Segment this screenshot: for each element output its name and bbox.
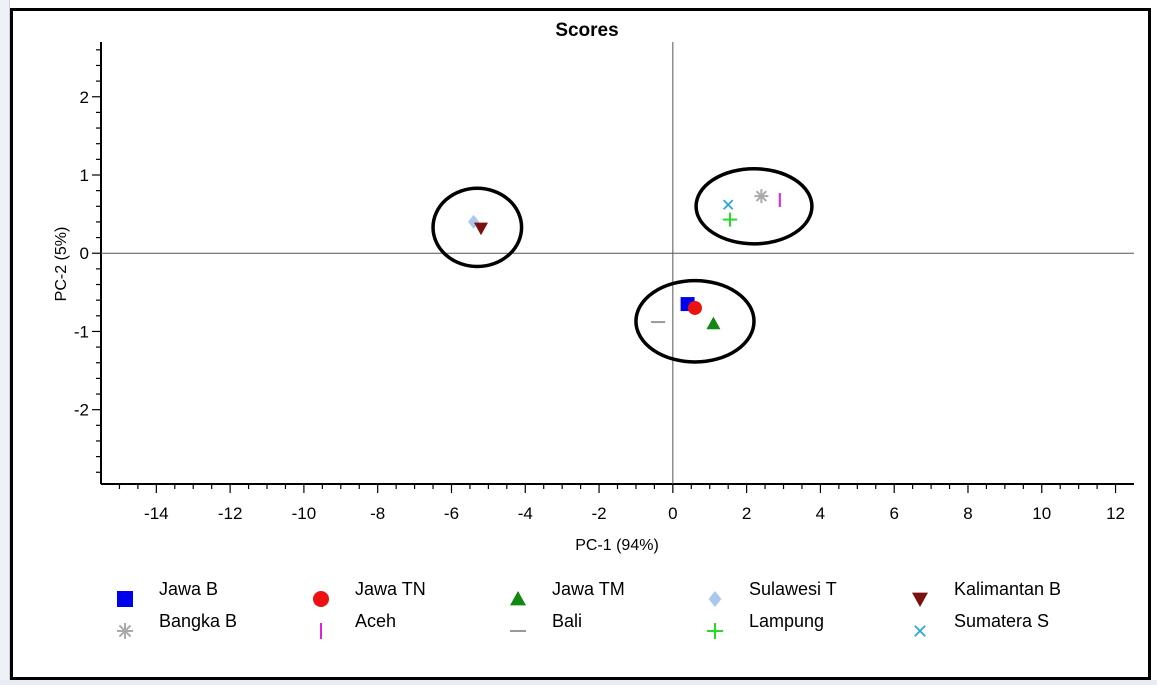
window-left-edge — [0, 0, 10, 685]
chart-frame — [10, 8, 1151, 680]
x-tick-label: -4 — [518, 504, 533, 523]
legend-label-bali: Bali — [552, 611, 582, 631]
x-tick-label: -10 — [292, 504, 317, 523]
legend-label-jawa-tn: Jawa TN — [355, 579, 426, 599]
point-sumatera-s — [722, 199, 734, 210]
axes — [92, 42, 1134, 493]
annotation-ellipse-3 — [694, 166, 814, 246]
legend-label-sulawesi-t: Sulawesi T — [749, 579, 837, 599]
legend-label-sumatera-s: Sumatera S — [954, 611, 1049, 631]
annotation-ellipse-1 — [431, 186, 524, 269]
legend-label-kalimantan-b: Kalimantan B — [954, 579, 1061, 599]
x-tick-label: 4 — [816, 504, 825, 523]
legend-marker-jawa-b — [117, 591, 133, 607]
y-tick-label: 2 — [80, 88, 89, 107]
x-tick-label: 6 — [889, 504, 898, 523]
x-axis-label: PC-1 (94%) — [575, 537, 659, 554]
y-tick-label: 0 — [80, 244, 89, 263]
legend-marker-sumatera-s — [914, 625, 926, 637]
legend-marker-kalimantan-b — [912, 592, 928, 607]
point-kalimantan-b — [473, 222, 488, 236]
x-tick-label: 12 — [1106, 504, 1125, 523]
annotation-ellipse-2 — [634, 278, 756, 364]
point-bangka-b — [754, 189, 769, 204]
legend-label-lampung: Lampung — [749, 611, 824, 631]
window-bottom-edge — [0, 680, 1157, 685]
y-tick-label: -1 — [74, 322, 89, 341]
x-tick-label: 0 — [668, 504, 677, 523]
legend-marker-jawa-tm — [510, 591, 526, 606]
point-jawa-tm — [706, 316, 721, 330]
annotation-ellipses — [431, 166, 814, 364]
legend-label-jawa-tm: Jawa TM — [552, 579, 625, 599]
legend-marker-sulawesi-t — [708, 591, 722, 607]
x-tick-label: 8 — [963, 504, 972, 523]
legend-marker-bangka-b — [117, 623, 133, 639]
legend: Jawa B Jawa TN Jawa TM Sulawesi T Kalimantan… — [117, 579, 1061, 639]
point-lampung — [723, 212, 738, 227]
y-tick-label: -2 — [74, 401, 89, 420]
data-points — [468, 189, 781, 330]
legend-label-aceh: Aceh — [355, 611, 396, 631]
legend-label-jawa-b: Jawa B — [159, 579, 218, 599]
x-tick-label: -8 — [370, 504, 385, 523]
legend-marker-lampung — [707, 623, 723, 639]
chart-title: Scores — [555, 20, 618, 41]
x-tick-label: 10 — [1032, 504, 1051, 523]
legend-label-bangka-b: Bangka B — [159, 611, 237, 631]
y-axis-label: PC-2 (5%) — [53, 227, 70, 302]
x-tick-label: -14 — [144, 504, 169, 523]
x-tick-label: 2 — [742, 504, 751, 523]
point-jawa-tn — [687, 300, 702, 315]
x-tick-label: -12 — [218, 504, 243, 523]
y-tick-label: 1 — [80, 166, 89, 185]
x-tick-label: -6 — [444, 504, 459, 523]
legend-marker-jawa-tn — [313, 591, 329, 607]
x-tick-label: -2 — [591, 504, 606, 523]
